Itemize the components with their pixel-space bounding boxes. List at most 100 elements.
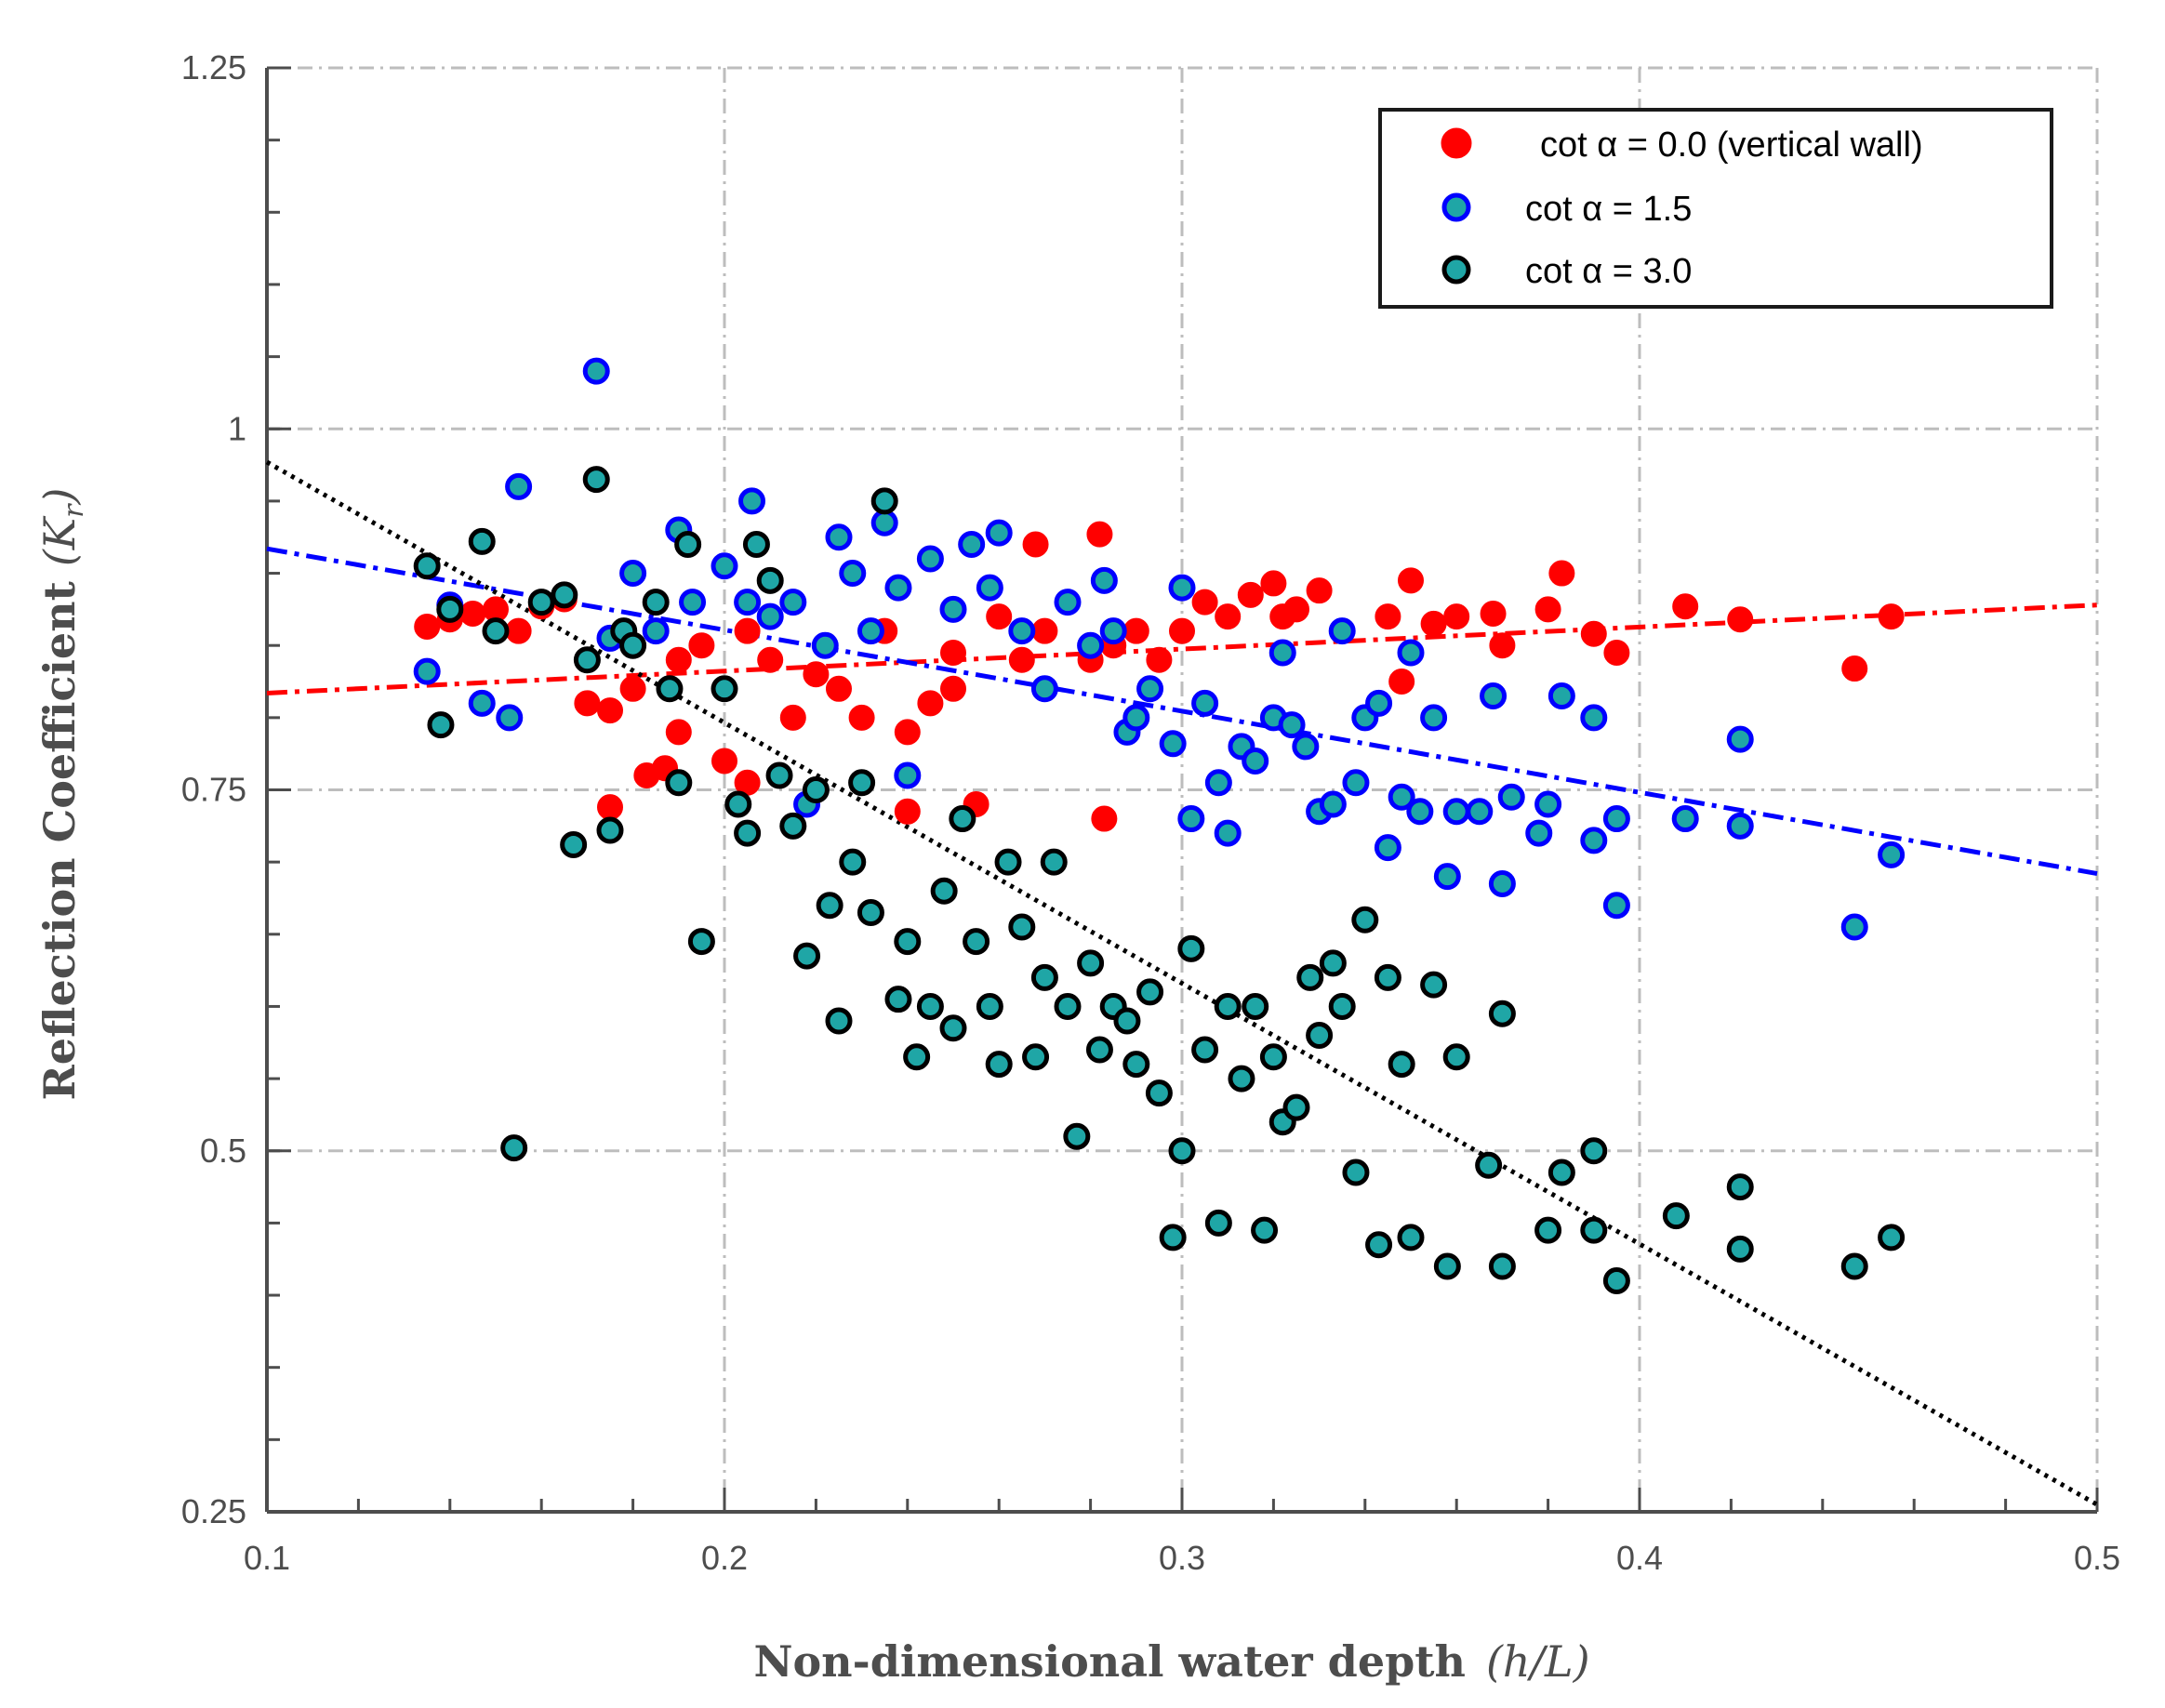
data-point bbox=[1365, 1231, 1393, 1259]
data-point bbox=[1122, 617, 1149, 644]
data-point bbox=[582, 466, 610, 494]
data-point bbox=[1215, 603, 1242, 630]
data-point bbox=[1251, 1216, 1279, 1244]
series-0-points bbox=[414, 521, 1905, 832]
data-point bbox=[597, 697, 623, 724]
data-point bbox=[1397, 1224, 1425, 1251]
data-point bbox=[596, 816, 624, 844]
data-point bbox=[1525, 819, 1553, 847]
data-point bbox=[1342, 769, 1370, 797]
data-point bbox=[1283, 596, 1309, 623]
data-point bbox=[1306, 1022, 1334, 1050]
data-point bbox=[1292, 733, 1320, 761]
data-point bbox=[1727, 606, 1754, 633]
data-point bbox=[825, 1007, 853, 1035]
data-point bbox=[1168, 574, 1196, 602]
data-point bbox=[1375, 603, 1401, 630]
data-point bbox=[1177, 934, 1205, 962]
data-point bbox=[1443, 603, 1470, 630]
data-point bbox=[939, 595, 967, 623]
legend: cot α = 0.0 (vertical wall) cot α = 1.5 … bbox=[1378, 108, 2053, 309]
data-point bbox=[1296, 963, 1324, 991]
data-point bbox=[734, 617, 761, 644]
data-point bbox=[779, 589, 807, 616]
data-point bbox=[1388, 783, 1415, 811]
data-point bbox=[674, 530, 702, 558]
data-point bbox=[894, 761, 922, 789]
data-point bbox=[1374, 963, 1401, 991]
data-point bbox=[1342, 1159, 1370, 1186]
data-point bbox=[870, 509, 898, 536]
data-point bbox=[756, 566, 784, 594]
legend-marker-cot-3-0 bbox=[1441, 255, 1471, 285]
data-point bbox=[1169, 617, 1195, 644]
data-point bbox=[1841, 655, 1868, 682]
data-point bbox=[665, 769, 693, 797]
data-point bbox=[1099, 617, 1127, 645]
data-point bbox=[1497, 783, 1525, 811]
data-point bbox=[756, 602, 784, 630]
data-point bbox=[724, 790, 752, 818]
data-point bbox=[1278, 711, 1306, 739]
data-point bbox=[436, 595, 464, 623]
data-point bbox=[1580, 1216, 1608, 1244]
data-point bbox=[1488, 869, 1516, 897]
tick-labels: 0.1 0.2 0.3 0.4 0.5 0.25 0.5 0.75 1 1.25 bbox=[181, 48, 2120, 1577]
data-point bbox=[1319, 790, 1347, 818]
data-point bbox=[468, 689, 496, 717]
data-point bbox=[1420, 704, 1448, 732]
data-point bbox=[1602, 805, 1630, 833]
data-point bbox=[1242, 747, 1269, 775]
grid bbox=[267, 66, 2099, 1512]
data-point bbox=[1008, 617, 1036, 645]
y-tick-label: 1.25 bbox=[181, 48, 246, 86]
data-point bbox=[825, 523, 853, 551]
data-point bbox=[1420, 971, 1448, 999]
data-point bbox=[857, 899, 884, 927]
data-point bbox=[1030, 675, 1058, 703]
y-tick-label: 1 bbox=[228, 409, 246, 447]
legend-label-vertical-wall: cot α = 0.0 (vertical wall) bbox=[1540, 126, 1923, 165]
data-point bbox=[1022, 1043, 1050, 1071]
data-point bbox=[1398, 567, 1424, 594]
data-point bbox=[765, 761, 793, 789]
data-point bbox=[505, 472, 533, 500]
data-point bbox=[1228, 1065, 1255, 1092]
data-point bbox=[802, 776, 830, 803]
data-point bbox=[1054, 992, 1082, 1020]
data-point bbox=[793, 942, 821, 970]
data-point bbox=[894, 719, 921, 746]
data-point bbox=[1580, 827, 1608, 854]
data-point bbox=[1351, 906, 1379, 933]
data-point bbox=[688, 632, 715, 659]
data-point bbox=[1840, 913, 1868, 941]
data-point bbox=[1113, 1007, 1141, 1035]
data-point bbox=[1237, 581, 1264, 608]
x-tick-label: 0.5 bbox=[2074, 1539, 2120, 1577]
data-point bbox=[413, 657, 441, 685]
data-point bbox=[1242, 992, 1269, 1020]
data-point bbox=[1122, 704, 1150, 732]
trend-line-2 bbox=[265, 459, 2099, 1507]
data-point bbox=[916, 545, 944, 573]
data-point bbox=[1204, 1209, 1232, 1237]
data-point bbox=[500, 1134, 528, 1162]
data-point bbox=[656, 675, 684, 703]
data-point bbox=[1548, 560, 1575, 587]
data-point bbox=[1534, 790, 1562, 818]
data-point bbox=[1726, 812, 1754, 840]
data-point bbox=[1365, 689, 1393, 717]
data-point bbox=[738, 487, 766, 515]
data-point bbox=[619, 560, 647, 588]
data-point bbox=[665, 646, 692, 673]
data-point bbox=[1580, 1137, 1608, 1165]
data-point bbox=[1146, 646, 1173, 673]
data-point bbox=[642, 617, 670, 645]
data-point bbox=[1602, 1267, 1630, 1295]
data-point bbox=[986, 603, 1013, 630]
data-point bbox=[1374, 834, 1401, 862]
data-point bbox=[940, 639, 966, 666]
data-point bbox=[1840, 1252, 1868, 1280]
data-point bbox=[413, 552, 441, 580]
